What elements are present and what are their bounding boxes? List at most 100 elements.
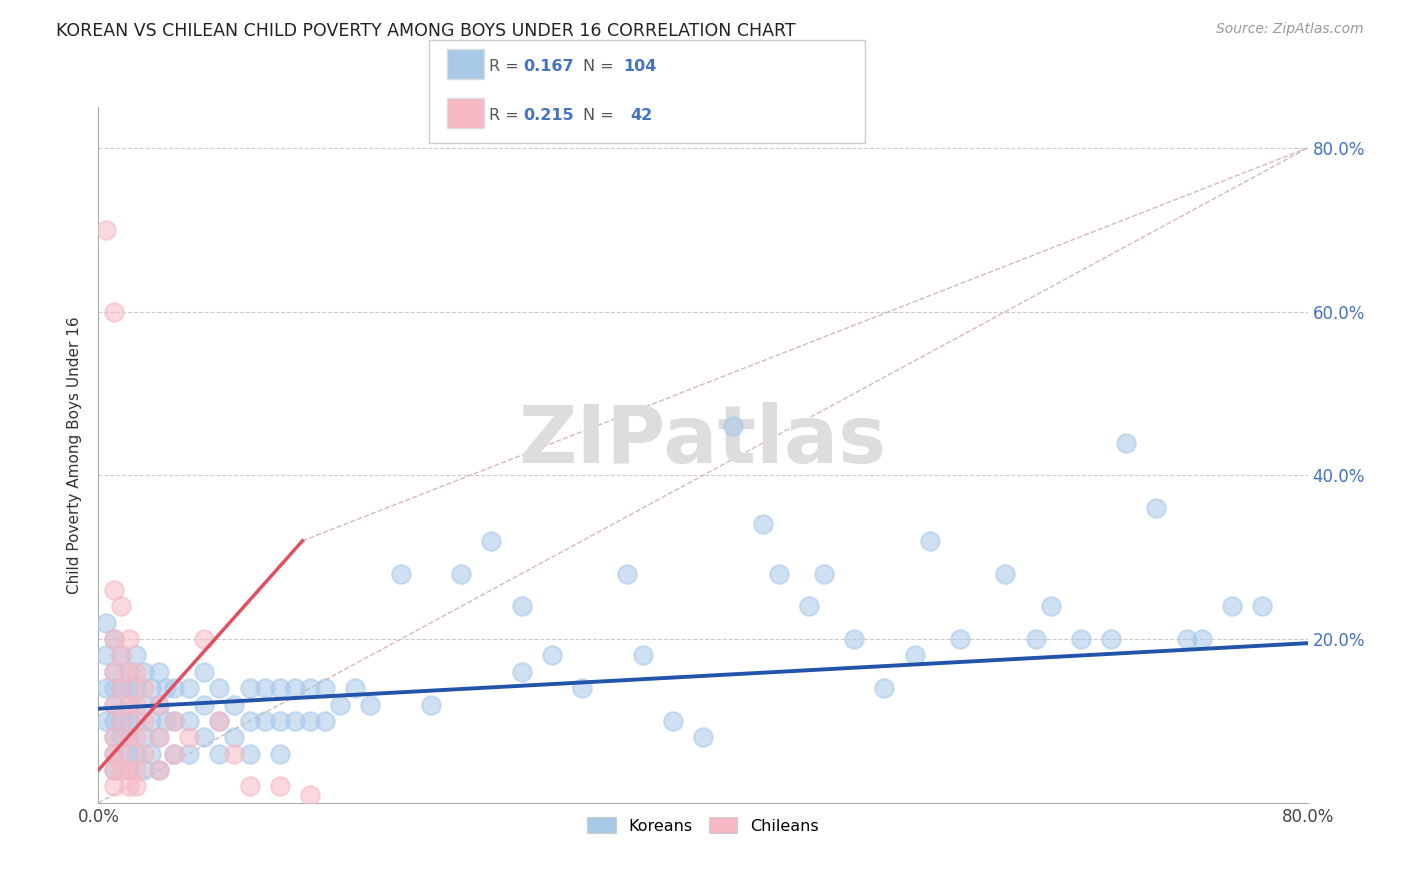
Point [193, 632, 215, 646]
Point [269, 714, 291, 728]
Point [155, 681, 177, 696]
Point [571, 681, 593, 696]
Point [110, 714, 132, 728]
Point [103, 763, 125, 777]
Point [813, 566, 835, 581]
Point [208, 747, 231, 761]
Point [314, 714, 336, 728]
Point [125, 731, 148, 745]
Point [299, 714, 322, 728]
Text: N =: N = [583, 59, 620, 73]
Point [118, 731, 141, 745]
Point [110, 747, 132, 761]
Text: 0.167: 0.167 [523, 59, 574, 73]
Point [125, 648, 148, 663]
Point [1191, 632, 1213, 646]
Point [994, 566, 1017, 581]
Point [103, 582, 125, 597]
Text: Source: ZipAtlas.com: Source: ZipAtlas.com [1216, 22, 1364, 37]
Point [284, 681, 307, 696]
Point [224, 747, 246, 761]
Point [118, 780, 141, 794]
Point [110, 763, 132, 777]
Point [163, 714, 186, 728]
Point [269, 780, 291, 794]
Point [179, 681, 201, 696]
Point [389, 566, 412, 581]
Legend: Koreans, Chileans: Koreans, Chileans [581, 811, 825, 840]
Point [125, 780, 148, 794]
Point [661, 714, 683, 728]
Point [269, 747, 291, 761]
Point [1099, 632, 1122, 646]
Point [510, 665, 533, 679]
Point [103, 731, 125, 745]
Text: 42: 42 [630, 108, 652, 122]
Point [155, 714, 177, 728]
Point [132, 714, 155, 728]
Point [118, 698, 141, 712]
Point [110, 648, 132, 663]
Point [253, 714, 276, 728]
Point [299, 788, 322, 802]
Point [141, 714, 163, 728]
Point [179, 731, 201, 745]
Point [118, 632, 141, 646]
Point [1070, 632, 1092, 646]
Point [125, 747, 148, 761]
Point [299, 681, 322, 696]
Point [239, 747, 262, 761]
Point [110, 648, 132, 663]
Point [125, 698, 148, 712]
Point [148, 731, 170, 745]
Point [692, 731, 714, 745]
Text: R =: R = [489, 59, 524, 73]
Point [148, 665, 170, 679]
Point [1220, 599, 1243, 614]
Point [103, 698, 125, 712]
Point [208, 714, 231, 728]
Point [148, 698, 170, 712]
Text: ZIPatlas: ZIPatlas [519, 402, 887, 480]
Point [752, 517, 775, 532]
Point [284, 714, 307, 728]
Point [94, 223, 117, 237]
Point [103, 747, 125, 761]
Point [540, 648, 562, 663]
Point [103, 731, 125, 745]
Point [132, 763, 155, 777]
Point [118, 714, 141, 728]
Point [163, 681, 186, 696]
Point [103, 698, 125, 712]
Point [125, 763, 148, 777]
Point [1024, 632, 1046, 646]
Point [193, 698, 215, 712]
Point [797, 599, 820, 614]
Point [110, 681, 132, 696]
Point [103, 665, 125, 679]
Point [163, 714, 186, 728]
Point [118, 731, 141, 745]
Point [118, 698, 141, 712]
Point [103, 632, 125, 646]
Point [239, 681, 262, 696]
Point [723, 419, 745, 434]
Point [118, 763, 141, 777]
Text: N =: N = [583, 108, 620, 122]
Point [132, 731, 155, 745]
Point [450, 566, 472, 581]
Point [148, 763, 170, 777]
Point [208, 681, 231, 696]
Point [103, 681, 125, 696]
Point [103, 780, 125, 794]
Point [873, 681, 896, 696]
Point [1039, 599, 1062, 614]
Point [118, 665, 141, 679]
Point [329, 698, 352, 712]
Text: R =: R = [489, 108, 524, 122]
Point [132, 698, 155, 712]
Point [94, 681, 117, 696]
Point [904, 648, 927, 663]
Point [193, 665, 215, 679]
Point [1115, 435, 1137, 450]
